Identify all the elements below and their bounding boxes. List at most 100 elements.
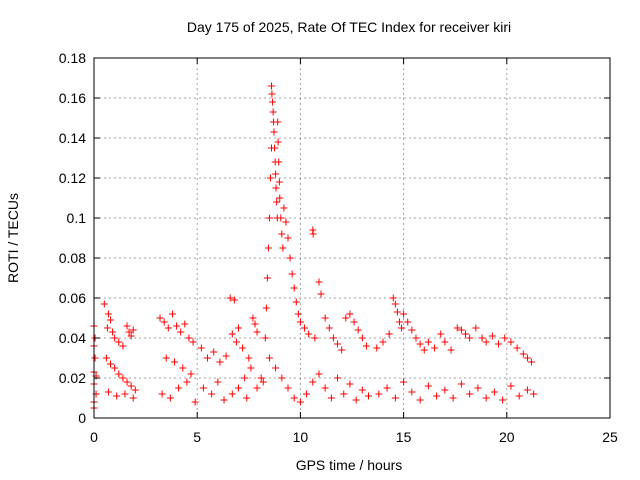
data-point (234, 324, 242, 332)
data-point (175, 384, 183, 392)
data-point (268, 90, 276, 98)
data-point (168, 310, 176, 318)
data-point (232, 338, 240, 346)
data-point (365, 392, 373, 400)
data-point (441, 338, 449, 346)
data-point (91, 354, 99, 362)
data-point (329, 334, 337, 342)
data-point (189, 338, 197, 346)
data-point (115, 338, 123, 346)
data-point (507, 382, 515, 390)
data-point (408, 326, 416, 334)
data-point (303, 390, 311, 398)
data-point (362, 342, 370, 350)
data-point (239, 344, 247, 352)
x-tick-label: 0 (90, 429, 98, 445)
data-point (528, 358, 536, 366)
data-points (90, 82, 538, 412)
y-tick-label: 0.18 (59, 50, 86, 66)
data-point (199, 384, 207, 392)
data-point (251, 320, 259, 328)
x-tick-label: 25 (602, 429, 618, 445)
data-point (523, 354, 531, 362)
data-point (379, 338, 387, 346)
data-point (269, 98, 277, 106)
data-point (296, 318, 304, 326)
data-point (271, 144, 279, 152)
data-point (131, 386, 139, 394)
data-point (272, 170, 280, 178)
data-point (334, 374, 342, 382)
data-point (273, 198, 281, 206)
data-point (530, 390, 538, 398)
data-point (272, 184, 280, 192)
data-point (385, 330, 393, 338)
data-point (499, 396, 507, 404)
data-point (164, 324, 172, 332)
data-point (113, 392, 121, 400)
chart-title: Day 175 of 2025, Rate Of TEC Index for r… (187, 19, 511, 35)
x-tick-label: 10 (293, 429, 309, 445)
data-point (327, 394, 335, 402)
data-point (296, 398, 304, 406)
data-point (121, 390, 129, 398)
x-axis: 0 5 10 15 20 25 (90, 58, 618, 445)
data-point (433, 392, 441, 400)
data-point (495, 340, 503, 348)
data-point (340, 390, 348, 398)
data-point (315, 278, 323, 286)
data-point (111, 334, 119, 342)
data-point (284, 234, 292, 242)
data-point (230, 296, 238, 304)
y-tick-label: 0.06 (59, 290, 86, 306)
data-point (279, 244, 287, 252)
data-point (166, 394, 174, 402)
data-point (395, 318, 403, 326)
data-point (507, 338, 515, 346)
data-point (197, 344, 205, 352)
data-point (346, 380, 354, 388)
data-point (261, 334, 269, 342)
data-point (408, 388, 416, 396)
data-point (269, 108, 277, 116)
data-point (334, 340, 342, 348)
data-point (280, 204, 288, 212)
data-point (292, 298, 300, 306)
data-point (290, 284, 298, 292)
data-point (226, 294, 234, 302)
data-point (220, 396, 228, 404)
data-point (247, 364, 255, 372)
data-point (354, 326, 362, 334)
data-point (400, 310, 408, 318)
data-point (309, 230, 317, 238)
data-point (472, 324, 480, 332)
data-point (228, 390, 236, 398)
data-point (158, 390, 166, 398)
y-axis-label: ROTI / TECUs (5, 193, 21, 283)
data-point (107, 316, 115, 324)
plot-frame (93, 57, 611, 419)
data-point (111, 364, 119, 372)
data-point (437, 330, 445, 338)
data-point (253, 328, 261, 336)
data-point (129, 394, 137, 402)
data-point (449, 394, 457, 402)
data-point (276, 194, 284, 202)
data-point (462, 330, 470, 338)
data-point (424, 338, 432, 346)
data-point (400, 378, 408, 386)
data-point (391, 300, 399, 308)
data-point (398, 324, 406, 332)
data-point (315, 370, 323, 378)
data-point (265, 354, 273, 362)
data-point (104, 310, 112, 318)
data-point (305, 330, 313, 338)
data-point (457, 326, 465, 334)
grid (94, 58, 610, 418)
data-point (275, 158, 283, 166)
data-point (375, 390, 383, 398)
data-point (179, 364, 187, 372)
data-point (391, 394, 399, 402)
data-point (125, 328, 133, 336)
data-point (412, 334, 420, 342)
